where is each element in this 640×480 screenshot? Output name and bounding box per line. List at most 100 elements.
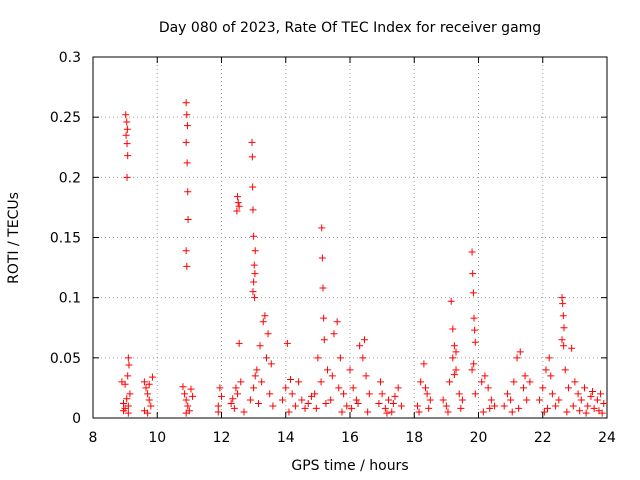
data-point [397,402,405,410]
data-point [250,278,258,286]
data-point [183,122,191,130]
data-point [227,400,235,408]
data-point [140,378,148,386]
data-point [229,395,237,403]
data-point [346,366,354,374]
data-point [124,402,132,410]
data-point [513,354,521,362]
data-point [582,409,590,417]
data-point [423,390,431,398]
data-point [233,207,241,215]
data-point [124,354,132,362]
data-point [349,384,357,392]
data-point [446,378,454,386]
data-point [336,354,344,362]
data-point [478,378,486,386]
data-point [319,284,327,292]
data-point [388,408,396,416]
y-tick-labels: 0 0.05 0.1 0.15 0.2 0.25 0.3 [50,50,81,427]
data-point [449,354,457,362]
data-point [187,385,195,393]
data-point [584,402,592,410]
data-point [264,330,272,338]
data-point [234,390,242,398]
data-point [491,402,499,410]
data-point [364,408,372,416]
data-point [385,396,393,404]
data-point [249,206,257,214]
x-tick-label: 14 [277,430,295,446]
data-point [481,372,489,380]
x-axis-label: GPS time / hours [291,458,408,474]
data-point [352,396,360,404]
data-point [214,402,222,410]
data-point [468,248,476,256]
data-point [181,390,189,398]
data-point [311,390,319,398]
data-point [577,396,585,404]
data-point [148,373,156,381]
data-point [318,254,326,262]
data-point [574,390,582,398]
data-point [597,390,605,398]
data-point [365,390,373,398]
data-point [333,318,341,326]
data-point [521,372,529,380]
data-point [328,372,336,380]
data-point [359,354,367,362]
data-point [510,378,518,386]
data-point [122,131,130,139]
data-point [598,409,606,417]
data-point [250,261,258,269]
y-tick-label: 0 [72,411,81,427]
data-point [182,396,190,404]
data-point [251,294,259,302]
data-point [256,342,264,350]
y-tick-label: 0.2 [59,170,81,186]
data-point [291,402,299,410]
data-point [558,336,566,344]
data-point [420,360,428,368]
data-point [279,396,287,404]
data-point [269,402,277,410]
x-tick-label: 24 [598,430,616,446]
data-point [439,396,447,404]
data-point [249,183,257,191]
data-point [548,390,556,398]
x-tick-label: 20 [470,430,488,446]
x-tick-label: 10 [148,430,166,446]
data-point [383,409,391,417]
data-point [354,400,362,408]
data-point [267,360,275,368]
data-point [564,384,572,392]
data-point [536,396,544,404]
data-point [413,402,421,410]
data-point [298,396,306,404]
data-point [145,396,153,404]
data-point [571,378,579,386]
data-point [561,366,569,374]
data-point [469,289,477,297]
data-point [508,408,516,416]
data-point [123,173,131,181]
data-point [449,325,457,333]
data-point [145,380,153,388]
data-point [182,99,190,107]
data-point [377,378,385,386]
data-point [486,404,494,412]
data-point [471,390,479,398]
data-point [581,384,589,392]
data-point [362,372,370,380]
data-point [124,372,132,380]
axis-ticks [92,56,608,419]
data-point [569,402,577,410]
data-point [253,366,261,374]
data-point [425,404,433,412]
data-point [487,396,495,404]
data-point [182,409,190,417]
x-tick-label: 8 [89,430,98,446]
data-point [250,384,258,392]
data-point [426,396,434,404]
data-point [340,390,348,398]
data-point [262,354,270,362]
